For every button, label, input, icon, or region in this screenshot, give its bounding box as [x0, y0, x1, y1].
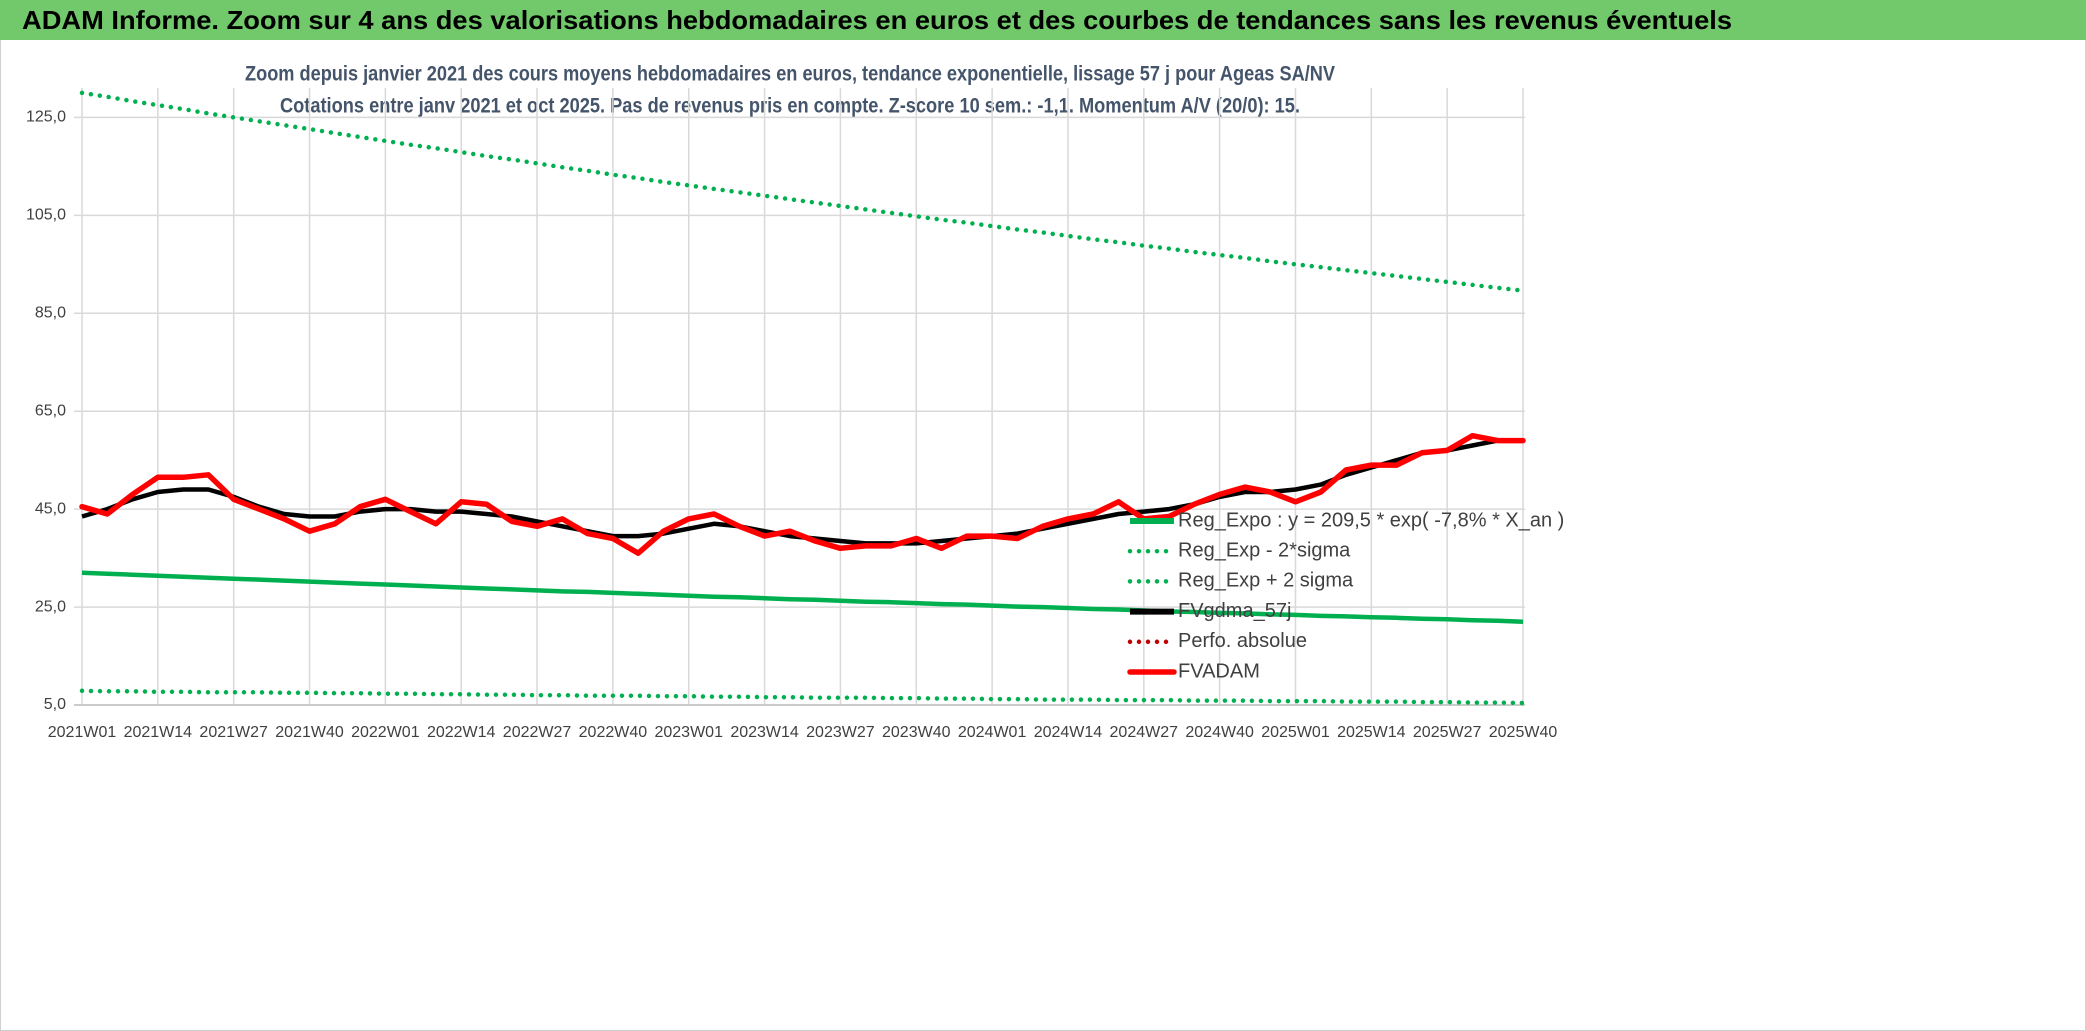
- series-line: [81, 570, 1524, 625]
- x-tick-label: 2024W14: [1034, 724, 1103, 741]
- x-tick-label: 2021W40: [275, 724, 344, 741]
- legend-label: Reg_Exp + 2 sigma: [1178, 570, 1354, 592]
- series-line: [79, 90, 1526, 293]
- chart-title: Zoom depuis janvier 2021 des cours moyen…: [245, 63, 1335, 86]
- series-line: [79, 432, 1526, 556]
- x-tick-label: 2025W27: [1413, 724, 1482, 741]
- x-tick-label: 2022W14: [427, 724, 496, 741]
- y-tick-label: 25,0: [35, 598, 66, 615]
- y-tick-label: 45,0: [35, 500, 66, 517]
- x-tick-label: 2023W27: [806, 724, 875, 741]
- banner-title: ADAM Informe. Zoom sur 4 ans des valoris…: [22, 5, 1732, 35]
- y-tick-label: 105,0: [26, 207, 66, 224]
- y-tick-label: 85,0: [35, 304, 66, 321]
- banner: [0, 0, 2086, 40]
- x-tick-label: 2024W01: [958, 724, 1027, 741]
- x-tick-label: 2022W27: [503, 724, 572, 741]
- x-tick-label: 2024W27: [1110, 724, 1179, 741]
- x-tick-label: 2021W27: [199, 724, 268, 741]
- x-tick-label: 2023W40: [882, 724, 951, 741]
- x-tick-label: 2021W01: [48, 724, 117, 741]
- x-tick-label: 2025W14: [1337, 724, 1406, 741]
- x-tick-label: 2024W40: [1185, 724, 1254, 741]
- x-tick-label: 2022W40: [579, 724, 648, 741]
- chart-subtitle: Cotations entre janv 2021 et oct 2025. P…: [280, 95, 1300, 118]
- series-line: [79, 688, 1526, 706]
- x-tick-label: 2023W01: [654, 724, 723, 741]
- legend-label: Perfo. absolue: [1178, 630, 1307, 652]
- x-tick-label: 2022W01: [351, 724, 420, 741]
- x-tick-label: 2023W14: [730, 724, 799, 741]
- y-tick-label: 5,0: [44, 696, 66, 713]
- y-tick-label: 65,0: [35, 402, 66, 419]
- legend-label: Reg_Exp - 2*sigma: [1178, 539, 1351, 561]
- legend-label: Reg_Expo : y = 209,5 * exp( -7,8% * X_an…: [1178, 509, 1564, 531]
- legend-label: FVADAM: [1178, 660, 1260, 682]
- x-tick-label: 2025W01: [1261, 724, 1330, 741]
- x-tick-label: 2021W14: [124, 724, 193, 741]
- x-tick-label: 2025W40: [1489, 724, 1558, 741]
- legend-label: FVgdma_57j: [1178, 600, 1291, 622]
- y-tick-label: 125,0: [26, 109, 66, 126]
